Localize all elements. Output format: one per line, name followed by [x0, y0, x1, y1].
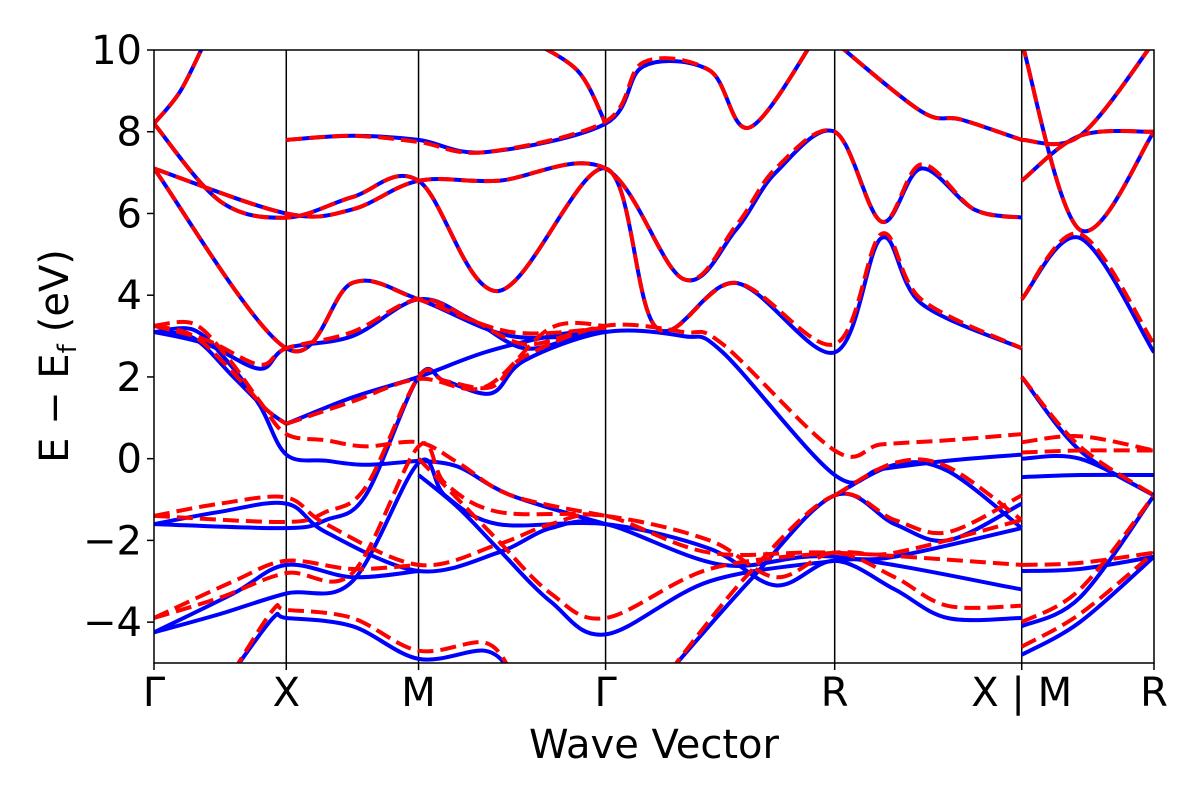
- band-solid-line: [236, 611, 507, 663]
- band-solid-line: [841, 50, 1023, 142]
- y-axis-ticks: 10 8 6 4 2 0 −2 −4: [83, 28, 154, 646]
- band-dashed-line: [154, 167, 606, 354]
- plot-frame: [153, 49, 1155, 664]
- x-tick-label: Γ: [143, 670, 166, 716]
- band-dashed-line: [154, 50, 204, 125]
- band-dashed-line: [154, 323, 288, 426]
- band-dashed-line: [417, 457, 1023, 621]
- band-dashed-line: [833, 457, 1023, 522]
- band-dashed-line: [154, 441, 1022, 620]
- band-dashed-line: [154, 122, 1023, 351]
- band-dashed-line: [154, 558, 419, 620]
- band-solid-line: [674, 491, 1023, 663]
- band-dashed-line: [154, 322, 1022, 525]
- band-solid-line: [1020, 128, 1154, 183]
- y-tick-label: 4: [117, 273, 142, 319]
- band-solid-line: [154, 562, 419, 635]
- band-solid-line: [417, 473, 1023, 637]
- band-dashed-line: [1020, 551, 1154, 649]
- band-solid-line: [1021, 472, 1154, 480]
- band-dashed-line: [1021, 550, 1154, 567]
- band-dashed-line: [154, 319, 607, 518]
- band-dashed-line: [1020, 494, 1154, 624]
- band-dashed-line: [154, 494, 1022, 568]
- band-dashed-line: [1020, 128, 1154, 183]
- band-solid-line: [543, 50, 608, 125]
- band-dashed-line: [1021, 50, 1151, 147]
- y-tick-label: 2: [117, 355, 142, 401]
- band-lines: [154, 50, 1154, 663]
- band-solid-line: [1020, 494, 1154, 629]
- y-tick-label: −4: [83, 600, 142, 646]
- band-dashed-line: [673, 491, 1023, 663]
- band-solid-line: [154, 328, 1022, 531]
- x-axis-label: Wave Vector: [529, 722, 780, 768]
- y-tick-label: 8: [117, 110, 142, 156]
- x-tick-label: Γ: [594, 670, 617, 716]
- band-dashed-line: [1020, 231, 1154, 346]
- y-tick-label: −2: [83, 518, 142, 564]
- band-solid-line: [1020, 235, 1154, 354]
- y-tick-label: 0: [117, 437, 142, 483]
- band-solid-line: [154, 326, 419, 467]
- y-axis-label: E − Ef (eV): [32, 249, 83, 463]
- band-dashed-line: [236, 603, 509, 663]
- band-dashed-line: [1021, 448, 1154, 455]
- x-tick-label: R: [821, 670, 849, 716]
- x-tick-label: M: [401, 670, 436, 716]
- x-tick-label: X | M: [971, 670, 1072, 716]
- band-dashed-line: [285, 320, 606, 426]
- band-dashed-line: [1021, 50, 1154, 234]
- band-solid-line: [1021, 554, 1154, 573]
- y-axis-label-unit: (eV): [32, 249, 78, 332]
- band-solid-line: [154, 128, 1023, 283]
- y-tick-label: 6: [117, 191, 142, 237]
- band-dashed-line: [286, 50, 810, 155]
- y-axis-label-main: E − E: [32, 353, 78, 463]
- band-solid-line: [154, 457, 1022, 635]
- band-solid-line: [154, 500, 1023, 592]
- kpoint-lines: [285, 50, 1023, 663]
- y-tick-label: 10: [91, 28, 142, 74]
- band-dashed-line: [1021, 434, 1154, 453]
- band-dashed-line: [154, 128, 1023, 283]
- band-solid-line: [1020, 555, 1154, 657]
- x-tick-label: R: [1140, 670, 1168, 716]
- y-axis-label-subscript: f: [53, 343, 83, 353]
- band-dashed-line: [841, 50, 1023, 142]
- x-tick-label: X: [273, 670, 300, 716]
- x-axis-ticks: Γ X M Γ R X | M R: [143, 663, 1168, 716]
